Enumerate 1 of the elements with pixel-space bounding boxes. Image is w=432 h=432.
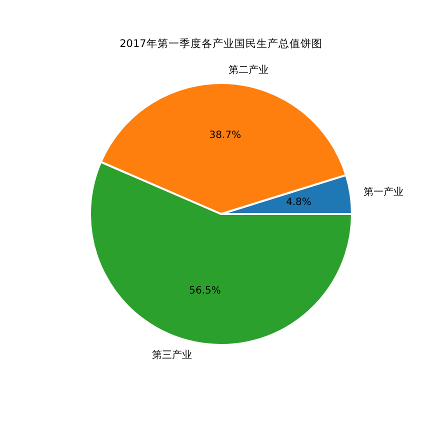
title: 2017年第一季度各产业国民生产总值饼图: [120, 38, 322, 50]
